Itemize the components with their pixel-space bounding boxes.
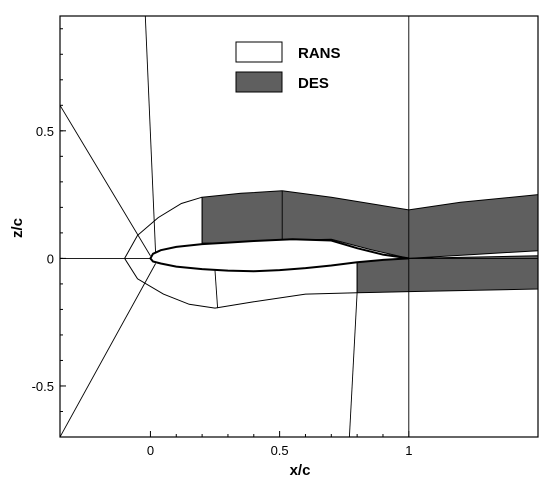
x-tick-label: 1 xyxy=(405,443,412,458)
legend-swatch-rans xyxy=(236,42,282,62)
x-tick-label: 0 xyxy=(147,443,154,458)
mesh-line-6 xyxy=(215,271,218,309)
legend-label-rans: RANS xyxy=(298,45,341,62)
legend: RANS DES xyxy=(236,42,341,92)
x-axis-label: x/c xyxy=(290,462,311,479)
y-tick-label: -0.5 xyxy=(32,379,54,394)
y-axis-label: z/c xyxy=(9,218,26,238)
legend-label-des: DES xyxy=(298,75,329,92)
mesh-line-9 xyxy=(349,293,357,437)
x-axis-ticks: 0 0.5 1 xyxy=(147,431,413,458)
x-tick-label: 0.5 xyxy=(271,443,289,458)
mesh-line-1 xyxy=(60,105,150,256)
legend-swatch-des xyxy=(236,72,282,92)
des-wake-region xyxy=(357,256,538,293)
y-tick-label: 0.5 xyxy=(36,124,54,139)
mesh-line-5 xyxy=(60,264,156,438)
y-axis-ticks: -0.5 0 0.5 xyxy=(32,29,66,437)
mesh-line-2 xyxy=(145,16,155,253)
y-tick-label: 0 xyxy=(47,251,54,266)
